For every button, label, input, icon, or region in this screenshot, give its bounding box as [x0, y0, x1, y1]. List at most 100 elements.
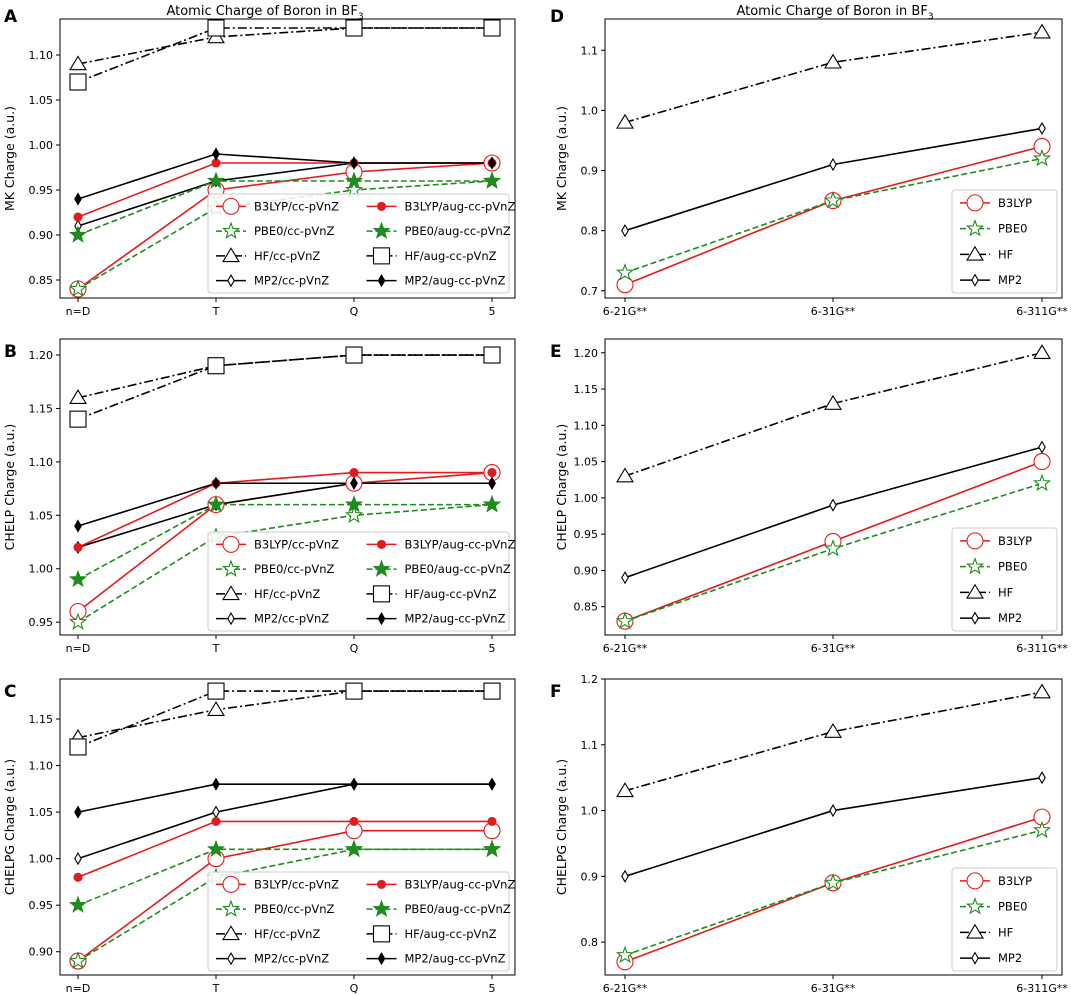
series-line — [77, 690, 492, 748]
data-point — [482, 495, 502, 513]
y-tick-label: 1.20 — [574, 347, 599, 360]
legend-marker — [377, 274, 386, 288]
figure-title-right: Atomic Charge of Boron in BF3 — [736, 4, 933, 22]
legend-marker — [966, 923, 984, 939]
legend-box — [951, 527, 1058, 632]
data-point — [73, 212, 83, 222]
legend-marker — [377, 612, 386, 626]
legend-box — [207, 531, 510, 632]
legend-label: PBE0/cc-pVnZ — [254, 562, 335, 576]
legend-marker — [372, 559, 391, 577]
legend-label: HF — [998, 585, 1013, 599]
legend-label: HF/cc-pVnZ — [254, 249, 320, 263]
legend-marker — [376, 201, 387, 211]
x-tick-label: n=D — [66, 305, 91, 318]
legend-marker — [372, 899, 391, 917]
legend-marker — [372, 925, 391, 943]
legend-label: PBE0 — [998, 560, 1027, 574]
data-point — [487, 468, 497, 478]
y-tick-label: 1.00 — [574, 492, 599, 505]
data-point — [344, 505, 364, 524]
series-line — [77, 482, 492, 527]
legend: B3LYP/cc-pVnZ PBE0/cc-pVnZ HF/cc-pVnZ MP2/c… — [207, 531, 515, 632]
legend-marker — [971, 273, 979, 287]
y-tick-label: 0.95 — [29, 899, 54, 912]
data-point — [68, 225, 88, 243]
legend-marker — [966, 194, 984, 212]
series-line — [77, 829, 492, 962]
data-point — [206, 839, 226, 858]
data-point — [349, 468, 359, 478]
x-tick-label: 6-311G** — [1016, 305, 1068, 318]
data-point — [615, 611, 635, 629]
series-line — [77, 27, 492, 65]
data-point — [68, 279, 88, 297]
x-tick-label: 6-21G** — [603, 982, 648, 995]
legend-label: B3LYP — [998, 534, 1032, 548]
legend-label: MP2 — [998, 611, 1022, 625]
data-point — [207, 357, 225, 375]
data-point — [344, 839, 364, 858]
y-tick-label: 0.8 — [581, 225, 599, 238]
legend-label: B3LYP/cc-pVnZ — [254, 877, 339, 891]
data-point — [207, 701, 225, 716]
panel-letter: B — [4, 342, 17, 362]
data-point — [68, 951, 88, 969]
legend: B3LYP/cc-pVnZ PBE0/cc-pVnZ HF/cc-pVnZ MP2/c… — [207, 871, 516, 972]
data-point — [616, 467, 634, 483]
figure-title-left: Atomic Charge of Boron in BF3 — [166, 4, 363, 22]
data-point — [1032, 820, 1052, 839]
y-tick-label: 1.10 — [574, 419, 599, 432]
data-point — [483, 346, 501, 364]
y-tick-label: 0.90 — [29, 946, 54, 959]
data-point — [344, 180, 364, 198]
legend-label: HF/cc-pVnZ — [254, 927, 320, 941]
y-tick-label: 1.0 — [581, 104, 599, 117]
data-point — [73, 872, 83, 882]
legend-marker — [222, 197, 240, 215]
legend: B3LYP/cc-pVnZ PBE0/cc-pVnZ HF/cc-pVnZ MP2/c… — [207, 193, 515, 294]
x-tick-label: 6-311G** — [1016, 982, 1068, 995]
legend-label: B3LYP/cc-pVnZ — [254, 537, 339, 551]
legend-label: B3LYP/aug-cc-pVnZ — [405, 877, 516, 891]
legend-marker — [971, 951, 979, 965]
y-tick-label: 0.95 — [574, 528, 599, 541]
legend-marker — [966, 872, 984, 890]
legend-marker — [966, 245, 984, 261]
legend-marker — [372, 221, 391, 239]
y-tick-label: 1.15 — [29, 713, 54, 726]
y-tick-label: 0.95 — [29, 616, 54, 629]
legend-label: PBE0/cc-pVnZ — [254, 224, 335, 238]
data-point — [345, 19, 363, 37]
data-point — [824, 394, 842, 410]
data-point — [212, 476, 220, 490]
panel-letter: C — [4, 682, 16, 702]
y-tick-label: 1.10 — [29, 456, 54, 469]
y-tick-label: 0.9 — [581, 870, 599, 883]
legend-marker — [222, 875, 240, 893]
data-point — [621, 224, 629, 238]
y-tick-label: 0.95 — [29, 184, 54, 197]
data-point — [74, 852, 82, 866]
x-tick-label: n=D — [66, 982, 91, 995]
data-point — [616, 113, 634, 129]
series-line — [624, 776, 1043, 878]
data-point — [206, 495, 226, 513]
legend-box — [951, 189, 1058, 294]
y-tick-label: 1.15 — [574, 383, 599, 396]
data-point — [350, 777, 358, 791]
panel-letter: A — [4, 7, 18, 27]
legend-label: MP2 — [998, 951, 1022, 965]
series-line — [624, 352, 1043, 477]
legend-label: B3LYP — [998, 874, 1032, 888]
series-line — [77, 354, 492, 420]
legend-label: HF/cc-pVnZ — [254, 587, 320, 601]
data-point — [211, 816, 221, 826]
series-line — [77, 690, 492, 739]
legend-marker — [222, 585, 240, 601]
series-line — [77, 820, 492, 879]
legend-label: PBE0/cc-pVnZ — [254, 902, 335, 916]
data-point — [345, 682, 363, 700]
data-point — [823, 873, 843, 891]
